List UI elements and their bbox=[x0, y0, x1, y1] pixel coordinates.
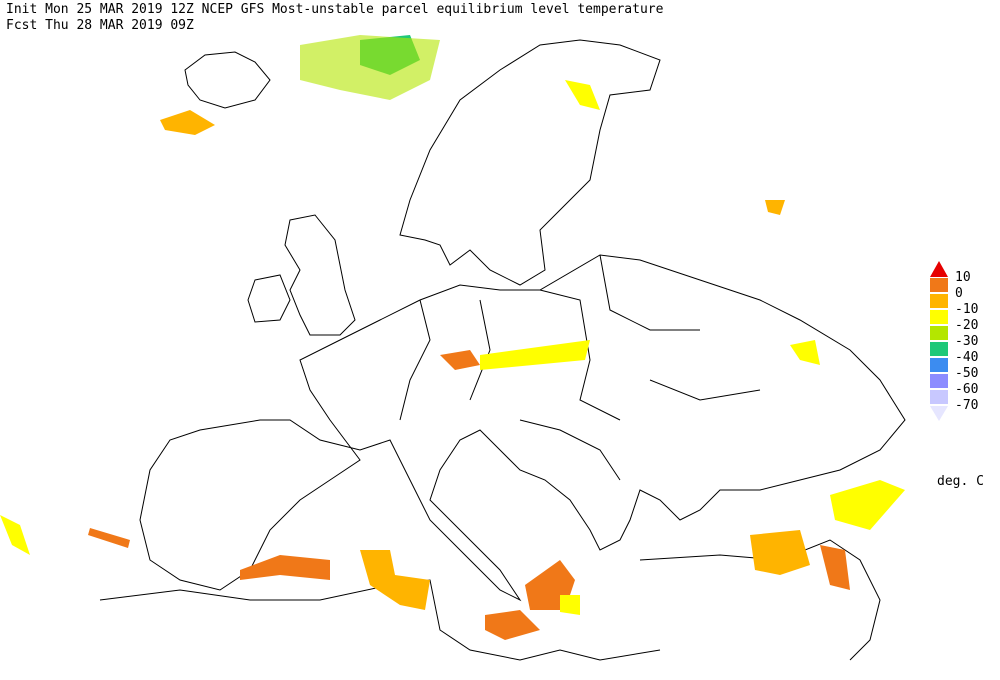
shade-patch bbox=[0, 515, 30, 555]
legend-swatch bbox=[930, 278, 948, 292]
map bbox=[0, 35, 906, 661]
coastline bbox=[184, 51, 271, 109]
legend-label: -10 bbox=[955, 302, 978, 317]
shade-patch bbox=[160, 110, 215, 135]
shade-patch bbox=[830, 480, 905, 530]
legend-label: -20 bbox=[955, 318, 978, 333]
legend-label: -60 bbox=[955, 382, 978, 397]
shade-patch bbox=[88, 528, 130, 548]
coastline bbox=[139, 254, 906, 602]
subtitle-line: Fcst Thu 28 MAR 2019 09Z bbox=[6, 18, 194, 33]
shade-patch bbox=[440, 350, 480, 370]
legend-unit: deg. C bbox=[937, 474, 984, 489]
legend-swatch bbox=[930, 294, 948, 308]
legend-swatch bbox=[930, 358, 948, 372]
legend-swatch bbox=[930, 326, 948, 340]
legend-label: -40 bbox=[955, 350, 978, 365]
title-line: Init Mon 25 MAR 2019 12Z NCEP GFS Most-u… bbox=[6, 2, 664, 17]
legend-swatch bbox=[930, 374, 948, 388]
shade-patch bbox=[240, 555, 330, 580]
shade-patch bbox=[820, 545, 850, 590]
shade-patch bbox=[765, 200, 785, 215]
legend-arrow bbox=[930, 261, 948, 277]
legend-swatch bbox=[930, 342, 948, 356]
shade-patch bbox=[360, 550, 430, 610]
legend-label: -30 bbox=[955, 334, 978, 349]
legend-swatch bbox=[930, 390, 948, 404]
shade-patch bbox=[790, 340, 820, 365]
legend-label: 10 bbox=[955, 270, 971, 285]
shading bbox=[0, 35, 905, 640]
legend-swatch bbox=[930, 310, 948, 324]
legend-label: -50 bbox=[955, 366, 978, 381]
coastline bbox=[247, 274, 291, 323]
shade-patch bbox=[750, 530, 810, 575]
coastline bbox=[399, 39, 661, 286]
border bbox=[399, 254, 761, 481]
legend-arrow bbox=[930, 406, 948, 421]
shade-patch bbox=[480, 340, 590, 370]
legend-label: -70 bbox=[955, 398, 978, 413]
legend: deg. C 100-10-20-30-40-50-60-70 bbox=[930, 261, 984, 489]
shade-patch bbox=[565, 80, 600, 110]
legend-label: 0 bbox=[955, 286, 963, 301]
shade-patch bbox=[300, 35, 440, 100]
coastline bbox=[99, 579, 661, 661]
shade-patch bbox=[485, 610, 540, 640]
coastline bbox=[284, 214, 356, 336]
shade-patch bbox=[560, 595, 580, 615]
